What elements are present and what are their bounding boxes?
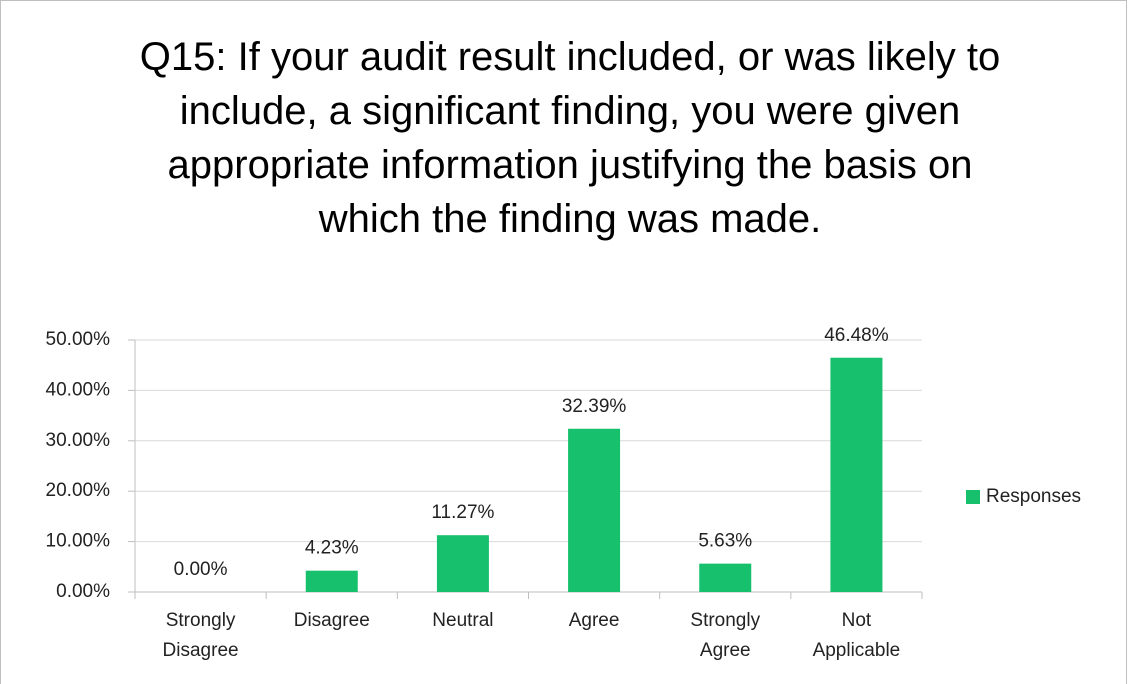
y-tick-label: 30.00% [46,430,111,451]
data-label: 32.39% [562,396,627,417]
x-tick-label: Strongly Agree [690,610,761,661]
bar [436,535,489,592]
chart-title: Q15: If your audit result included, or w… [139,35,1001,241]
y-tick-label: 20.00% [46,480,111,501]
legend-label: Responses [986,486,1081,507]
data-label: 0.00% [174,559,228,580]
bar [699,563,752,592]
bar [305,570,358,592]
legend-swatch [966,490,980,504]
x-tick-label: Strongly Disagree [162,610,239,661]
bar [830,357,883,592]
x-tick-label: Agree [568,610,620,631]
x-tick-label: Not Applicable [812,610,901,661]
y-tick-label: 0.00% [56,581,110,602]
x-tick-label: Disagree [293,610,370,631]
y-tick-label: 40.00% [46,379,111,400]
bar [568,428,621,592]
data-label: 5.63% [698,531,752,552]
data-label: 11.27% [431,502,494,523]
y-tick-label: 10.00% [46,531,111,552]
data-label: 4.23% [305,538,359,559]
data-label: 46.48% [824,325,889,346]
x-tick-label: Neutral [432,610,494,631]
y-tick-label: 50.00% [46,329,111,350]
